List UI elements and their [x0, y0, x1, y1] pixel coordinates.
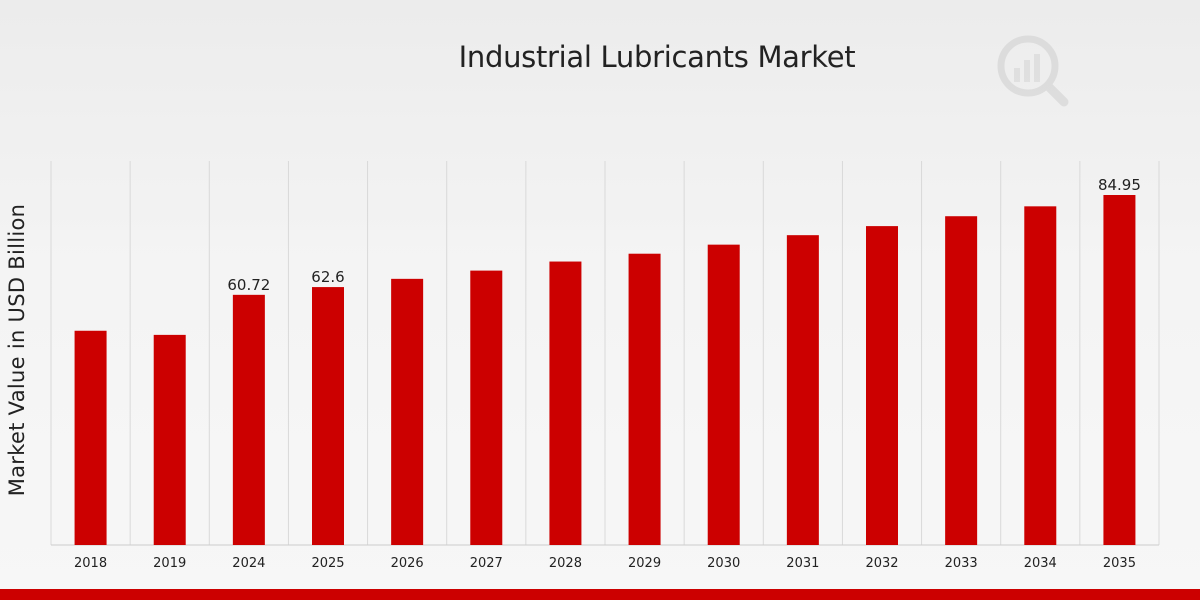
chart-title: Industrial Lubricants Market [458, 40, 856, 74]
bottom-accent-bar [0, 589, 1200, 600]
x-tick-label: 2026 [391, 556, 424, 571]
x-tick-label: 2030 [707, 556, 740, 571]
bar-2031 [786, 235, 819, 545]
x-tick-label: 2034 [1024, 556, 1057, 571]
bar-2018 [74, 330, 107, 545]
x-tick-label: 2029 [628, 556, 661, 571]
bar-2026 [391, 278, 424, 545]
bar-2029 [628, 253, 661, 546]
chart-magnifier-logo-icon [997, 35, 1069, 107]
bar-2019 [153, 334, 186, 545]
bar-2032 [866, 226, 898, 545]
bar-2030 [707, 244, 740, 545]
bar-2035 [1103, 195, 1136, 545]
x-tick-label: 2018 [74, 556, 107, 571]
x-tick-label: 2033 [945, 556, 978, 571]
bar-2025 [312, 287, 344, 545]
data-label: 84.95 [1098, 176, 1141, 194]
x-tick-label: 2024 [232, 556, 265, 571]
bar-2033 [945, 216, 978, 545]
bar-2028 [549, 261, 582, 545]
data-label: 60.72 [227, 276, 270, 294]
bar-2034 [1024, 206, 1057, 545]
bar-2027 [470, 270, 503, 545]
bar-2024 [232, 294, 265, 545]
x-tick-label: 2025 [311, 556, 344, 571]
x-tick-label: 2027 [470, 556, 503, 571]
x-tick-label: 2032 [865, 556, 898, 571]
x-tick-label: 2028 [549, 556, 582, 571]
x-tick-label: 2031 [786, 556, 819, 571]
x-tick-label: 2019 [153, 556, 186, 571]
x-tick-label: 2035 [1103, 556, 1136, 571]
data-label: 62.6 [311, 268, 344, 286]
